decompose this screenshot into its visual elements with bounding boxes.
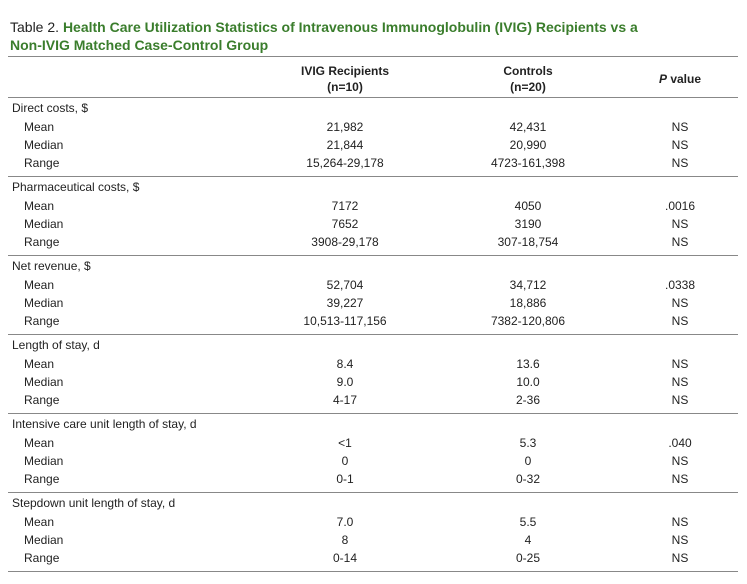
divider bbox=[8, 255, 738, 256]
cell: 15,264-29,178 bbox=[306, 156, 384, 170]
row-label: Mean bbox=[24, 120, 55, 134]
row-label: Range bbox=[24, 156, 60, 170]
cell: 0 bbox=[341, 454, 349, 468]
cell: 4-17 bbox=[332, 393, 358, 407]
row-label: Mean bbox=[24, 278, 55, 292]
row-label: Range bbox=[24, 472, 60, 486]
cell: NS bbox=[671, 314, 689, 328]
cell: NS bbox=[671, 120, 689, 134]
cell: 21,844 bbox=[326, 138, 364, 152]
cell: 7172 bbox=[331, 199, 359, 213]
cell: 0 bbox=[524, 454, 532, 468]
cell: NS bbox=[671, 515, 689, 529]
cell: 0-14 bbox=[332, 551, 358, 565]
divider bbox=[8, 492, 738, 493]
cell: 34,712 bbox=[509, 278, 547, 292]
row-label: Median bbox=[24, 454, 64, 468]
section-label: Stepdown unit length of stay, d bbox=[12, 496, 176, 510]
cell: 5.5 bbox=[519, 515, 537, 529]
table-title: Table 2. Health Care Utilization Statist… bbox=[10, 18, 650, 54]
section-label: Net revenue, $ bbox=[12, 259, 91, 273]
cell: 2-36 bbox=[515, 393, 541, 407]
pvalue-header: P value bbox=[659, 71, 701, 87]
cell: NS bbox=[671, 138, 689, 152]
cell: 307-18,754 bbox=[497, 235, 559, 249]
title-text: Health Care Utilization Statistics of In… bbox=[10, 19, 638, 53]
divider bbox=[8, 97, 738, 98]
column-header: Controls bbox=[503, 64, 553, 78]
section-label: Length of stay, d bbox=[12, 338, 100, 352]
row-label: Median bbox=[24, 375, 64, 389]
cell: NS bbox=[671, 454, 689, 468]
cell: 4050 bbox=[514, 199, 542, 213]
cell: .040 bbox=[668, 436, 692, 450]
divider bbox=[8, 571, 738, 572]
cell: NS bbox=[671, 217, 689, 231]
cell: 3908-29,178 bbox=[311, 235, 379, 249]
row-label: Median bbox=[24, 217, 64, 231]
cell: .0338 bbox=[664, 278, 696, 292]
divider bbox=[8, 413, 738, 414]
divider bbox=[8, 56, 738, 57]
cell: 0-25 bbox=[515, 551, 541, 565]
cell: NS bbox=[671, 357, 689, 371]
section-label: Pharmaceutical costs, $ bbox=[12, 180, 140, 194]
cell: 7.0 bbox=[336, 515, 354, 529]
cell: 39,227 bbox=[326, 296, 364, 310]
cell: 4723-161,398 bbox=[490, 156, 566, 170]
cell: 18,886 bbox=[509, 296, 547, 310]
table-number: Table 2. bbox=[10, 19, 60, 35]
row-label: Mean bbox=[24, 199, 55, 213]
cell: 0-32 bbox=[515, 472, 541, 486]
cell: 10,513-117,156 bbox=[303, 314, 387, 328]
row-label: Mean bbox=[24, 436, 55, 450]
column-n: (n=10) bbox=[327, 80, 363, 94]
cell: 0-1 bbox=[336, 472, 354, 486]
cell: NS bbox=[671, 551, 689, 565]
divider bbox=[8, 176, 738, 177]
column-n: (n=20) bbox=[510, 80, 546, 94]
cell: 10.0 bbox=[516, 375, 540, 389]
cell: 7382-120,806 bbox=[490, 314, 566, 328]
divider bbox=[8, 334, 738, 335]
row-label: Range bbox=[24, 235, 60, 249]
cell: 7652 bbox=[331, 217, 359, 231]
cell: NS bbox=[671, 156, 689, 170]
row-label: Mean bbox=[24, 357, 55, 371]
row-label: Range bbox=[24, 551, 60, 565]
cell: 20,990 bbox=[509, 138, 547, 152]
cell: 21,982 bbox=[326, 120, 364, 134]
cell: NS bbox=[671, 235, 689, 249]
row-label: Range bbox=[24, 393, 60, 407]
cell: 5.3 bbox=[519, 436, 537, 450]
cell: NS bbox=[671, 296, 689, 310]
cell: .0016 bbox=[664, 199, 696, 213]
row-label: Range bbox=[24, 314, 60, 328]
cell: NS bbox=[671, 472, 689, 486]
row-label: Median bbox=[24, 533, 64, 547]
cell: NS bbox=[671, 533, 689, 547]
pvalue-text: value bbox=[670, 72, 702, 86]
cell: 42,431 bbox=[509, 120, 547, 134]
cell: NS bbox=[671, 393, 689, 407]
cell: 9.0 bbox=[336, 375, 354, 389]
row-label: Median bbox=[24, 138, 64, 152]
cell: 3190 bbox=[514, 217, 542, 231]
cell: NS bbox=[671, 375, 689, 389]
column-header: IVIG Recipients bbox=[300, 64, 390, 78]
cell: 52,704 bbox=[326, 278, 364, 292]
cell: 8 bbox=[341, 533, 349, 547]
section-label: Intensive care unit length of stay, d bbox=[12, 417, 197, 431]
pvalue-italic: P bbox=[658, 72, 667, 86]
cell: <1 bbox=[338, 436, 352, 450]
section-label: Direct costs, $ bbox=[12, 101, 89, 115]
row-label: Median bbox=[24, 296, 64, 310]
row-label: Mean bbox=[24, 515, 55, 529]
cell: 13.6 bbox=[516, 357, 540, 371]
cell: 8.4 bbox=[336, 357, 354, 371]
cell: 4 bbox=[524, 533, 532, 547]
